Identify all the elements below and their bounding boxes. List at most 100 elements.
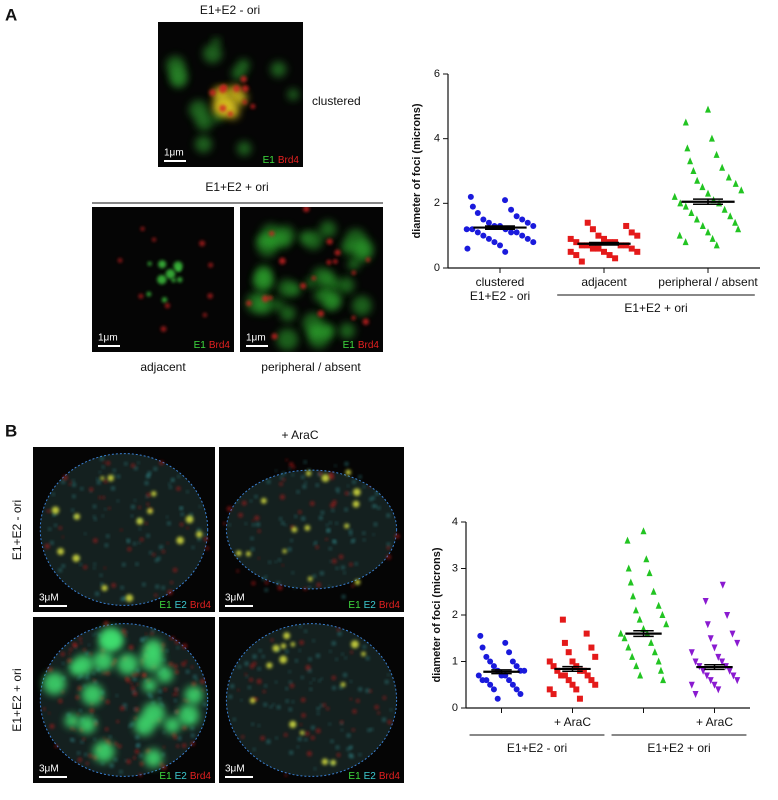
signal <box>344 523 350 529</box>
signal <box>77 715 97 734</box>
signal <box>88 643 91 646</box>
signal <box>158 260 167 269</box>
signal <box>48 527 52 531</box>
signal <box>160 326 167 332</box>
signal <box>197 537 201 541</box>
signal <box>151 237 157 242</box>
signal <box>163 658 166 662</box>
signal <box>374 705 379 710</box>
signal <box>150 631 154 636</box>
signal <box>177 704 200 727</box>
signal <box>219 104 227 112</box>
data-point <box>477 632 484 639</box>
signal <box>340 682 346 688</box>
signal <box>98 471 101 474</box>
signal <box>288 283 302 297</box>
data-point <box>463 226 470 233</box>
data-point <box>601 248 607 255</box>
signal <box>191 546 195 549</box>
signal <box>320 704 323 708</box>
signal <box>249 677 254 682</box>
signal <box>321 271 337 287</box>
data-point <box>583 630 590 637</box>
data-point <box>719 581 726 589</box>
data-point <box>727 212 734 220</box>
signal <box>299 640 304 645</box>
signal <box>130 682 133 686</box>
image-title: E1+E2 - ori <box>200 3 260 17</box>
signal <box>166 516 169 519</box>
signal <box>177 475 181 478</box>
data-point <box>580 667 587 674</box>
signal <box>279 517 283 521</box>
data-point <box>730 672 737 680</box>
signal <box>186 490 189 494</box>
signal <box>365 257 371 263</box>
signal <box>89 708 95 713</box>
data-point <box>513 686 520 693</box>
signal <box>289 720 297 729</box>
signal <box>351 584 355 588</box>
channel-legend: E1 Brd4 <box>194 340 231 351</box>
signal <box>251 581 256 586</box>
signal <box>287 547 292 552</box>
signal <box>311 276 316 281</box>
signal <box>58 699 63 704</box>
signal <box>189 513 193 517</box>
data-point <box>715 653 722 661</box>
signal <box>190 741 195 746</box>
signal <box>316 582 321 587</box>
signal <box>276 581 280 585</box>
signal <box>161 753 165 757</box>
signal <box>107 474 115 482</box>
data-point <box>546 686 553 693</box>
signal <box>93 515 96 518</box>
data-point <box>724 612 731 619</box>
data-point <box>565 649 572 656</box>
data-point <box>703 672 710 680</box>
scale-label: 1μm <box>246 333 266 344</box>
signal <box>285 699 289 703</box>
signal <box>241 735 245 739</box>
signal <box>361 651 366 657</box>
signal <box>138 506 141 509</box>
signal <box>244 522 247 525</box>
signal <box>344 228 367 251</box>
data-point <box>513 213 520 220</box>
signal <box>71 738 75 742</box>
data-point <box>474 229 481 236</box>
signal <box>93 504 97 509</box>
signal <box>232 84 241 93</box>
signal <box>100 456 104 461</box>
y-tick-label: 6 <box>434 68 440 80</box>
signal <box>105 700 110 704</box>
signal <box>100 476 105 481</box>
data-point <box>554 667 561 674</box>
signal <box>319 220 337 238</box>
signal <box>169 65 188 85</box>
signal <box>156 666 174 683</box>
data-point <box>508 229 515 236</box>
signal <box>302 484 307 489</box>
signal <box>328 472 334 478</box>
signal <box>180 512 184 516</box>
signal <box>275 736 278 740</box>
signal <box>184 685 204 705</box>
signal <box>186 526 189 530</box>
y-tick-label: 2 <box>452 609 458 621</box>
signal <box>184 660 188 663</box>
signal <box>109 763 114 768</box>
signal <box>252 748 256 751</box>
signal <box>140 637 145 642</box>
channel-name: Brd4 <box>278 155 300 166</box>
signal <box>126 538 130 542</box>
signal <box>254 495 258 499</box>
signal <box>174 670 179 674</box>
signal <box>139 537 144 542</box>
signal <box>173 735 178 740</box>
signal <box>200 679 205 684</box>
signal <box>90 713 93 716</box>
data-point <box>480 216 487 223</box>
signal <box>177 276 183 283</box>
signal <box>386 546 391 550</box>
